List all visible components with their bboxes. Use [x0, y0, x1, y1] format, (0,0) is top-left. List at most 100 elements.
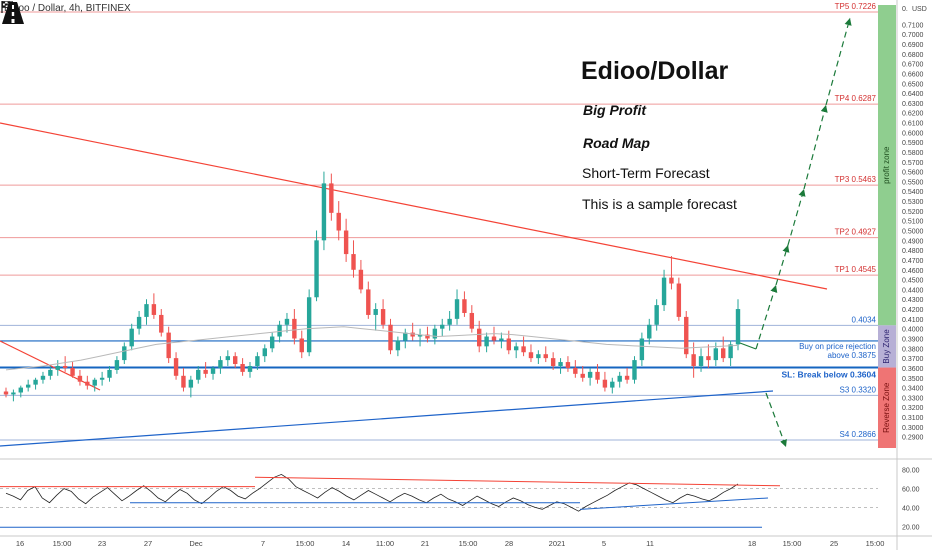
time-tick-label: 11:00: [376, 539, 394, 548]
candle-body: [536, 354, 541, 359]
candle: [196, 365, 201, 384]
price-tick-label: 0.4900: [902, 238, 924, 245]
candle-body: [358, 269, 364, 290]
candle-body: [654, 305, 659, 325]
candle: [129, 323, 134, 351]
candle: [358, 259, 364, 294]
candle-body: [580, 373, 585, 378]
forecast-arrow-segment: [825, 17, 852, 106]
candle-body: [321, 183, 327, 241]
candle-body: [233, 356, 238, 365]
zone-label: Buy Zone: [882, 329, 891, 364]
candle: [573, 360, 578, 378]
candle: [92, 377, 97, 392]
level-label-tp3: TP3 0.5463: [835, 175, 877, 184]
price-tick-label: 0.5400: [902, 189, 924, 196]
candle: [543, 346, 548, 363]
candle: [432, 324, 438, 345]
candle: [336, 201, 341, 241]
candle-body: [528, 352, 534, 359]
candle-body: [624, 375, 630, 380]
price-tick-label: 0.6500: [902, 81, 924, 88]
forecast-arrow-segment: [755, 284, 778, 350]
candle: [70, 362, 75, 378]
candle-body: [395, 340, 401, 351]
time-tick-label: 15:00: [296, 539, 315, 548]
candle-body: [565, 362, 571, 368]
candle-body: [558, 362, 563, 366]
candle-body: [210, 367, 216, 374]
candle-body: [425, 334, 430, 339]
candle: [225, 350, 231, 366]
candle-body: [218, 360, 223, 368]
osc-tick-label: 60.00: [902, 487, 920, 494]
candle-body: [417, 334, 423, 337]
candle-body: [403, 332, 408, 341]
price-tick-label: 0.6600: [902, 71, 924, 78]
price-tick-label: 0.3800: [902, 346, 924, 353]
level-label-tp5: TP5 0.7226: [835, 2, 877, 11]
candle: [218, 356, 223, 374]
price-tick-label: 0.4100: [902, 317, 924, 324]
candle-body: [469, 312, 475, 329]
candle: [706, 344, 711, 368]
price-tick-label: 0.6300: [902, 101, 924, 108]
time-tick-label: 2021: [549, 539, 566, 548]
price-tick-label-top: 0.: [902, 6, 908, 13]
candle-body: [728, 344, 733, 359]
candle: [721, 336, 726, 363]
candle-body: [513, 346, 519, 351]
candle-body: [499, 338, 504, 341]
candle: [617, 371, 622, 388]
price-tick-label: 0.3000: [902, 425, 924, 432]
time-tick-label: 7: [261, 539, 265, 548]
candle: [447, 311, 452, 331]
candle: [144, 299, 149, 325]
red-resistance-trendline: [0, 122, 828, 290]
candle-body: [550, 358, 556, 366]
price-tick-label: 0.3400: [902, 386, 924, 393]
candle-body: [3, 391, 9, 395]
candle-body: [329, 183, 334, 213]
zone-reverse-zone: [878, 367, 896, 448]
time-tick-label: 15:00: [783, 539, 802, 548]
candle: [477, 320, 482, 353]
osc-red-trendline: [254, 476, 781, 487]
candle-body: [336, 212, 341, 231]
candle-body: [314, 240, 319, 298]
oscillator-line: [5, 473, 739, 512]
candle-body: [454, 299, 460, 319]
osc-tick-label: 20.00: [902, 524, 920, 531]
candle: [454, 289, 460, 325]
candle-body: [151, 304, 157, 315]
candle: [18, 385, 23, 398]
candle: [351, 240, 356, 278]
candle: [314, 230, 319, 302]
price-tick-label: 0.4300: [902, 297, 924, 304]
price-tick-label: 0.5300: [902, 199, 924, 206]
candle: [728, 340, 733, 366]
price-tick-label: 0.4400: [902, 287, 924, 294]
red-short-trendline: [0, 340, 101, 391]
candle-body: [269, 336, 275, 349]
time-tick-label: 14: [342, 539, 350, 548]
candle-body: [11, 392, 16, 395]
candle: [521, 336, 526, 357]
candle: [417, 328, 423, 347]
candle: [440, 318, 445, 337]
candle-body: [447, 318, 452, 325]
candle-body: [166, 332, 171, 359]
candle-body: [173, 358, 179, 376]
sample-forecast-text: This is a sample forecast: [582, 196, 737, 212]
price-tick-label: 0.6900: [902, 42, 924, 49]
price-tick-label: 0.3700: [902, 356, 924, 363]
candle: [85, 375, 90, 390]
candle-body: [491, 336, 497, 341]
symbol-label: Edioo / Dollar, 4h, BITFINEX: [4, 3, 131, 14]
candle: [151, 293, 157, 319]
candle: [484, 332, 489, 353]
price-tick-label: 0.2900: [902, 435, 924, 442]
candle-body: [698, 356, 704, 366]
